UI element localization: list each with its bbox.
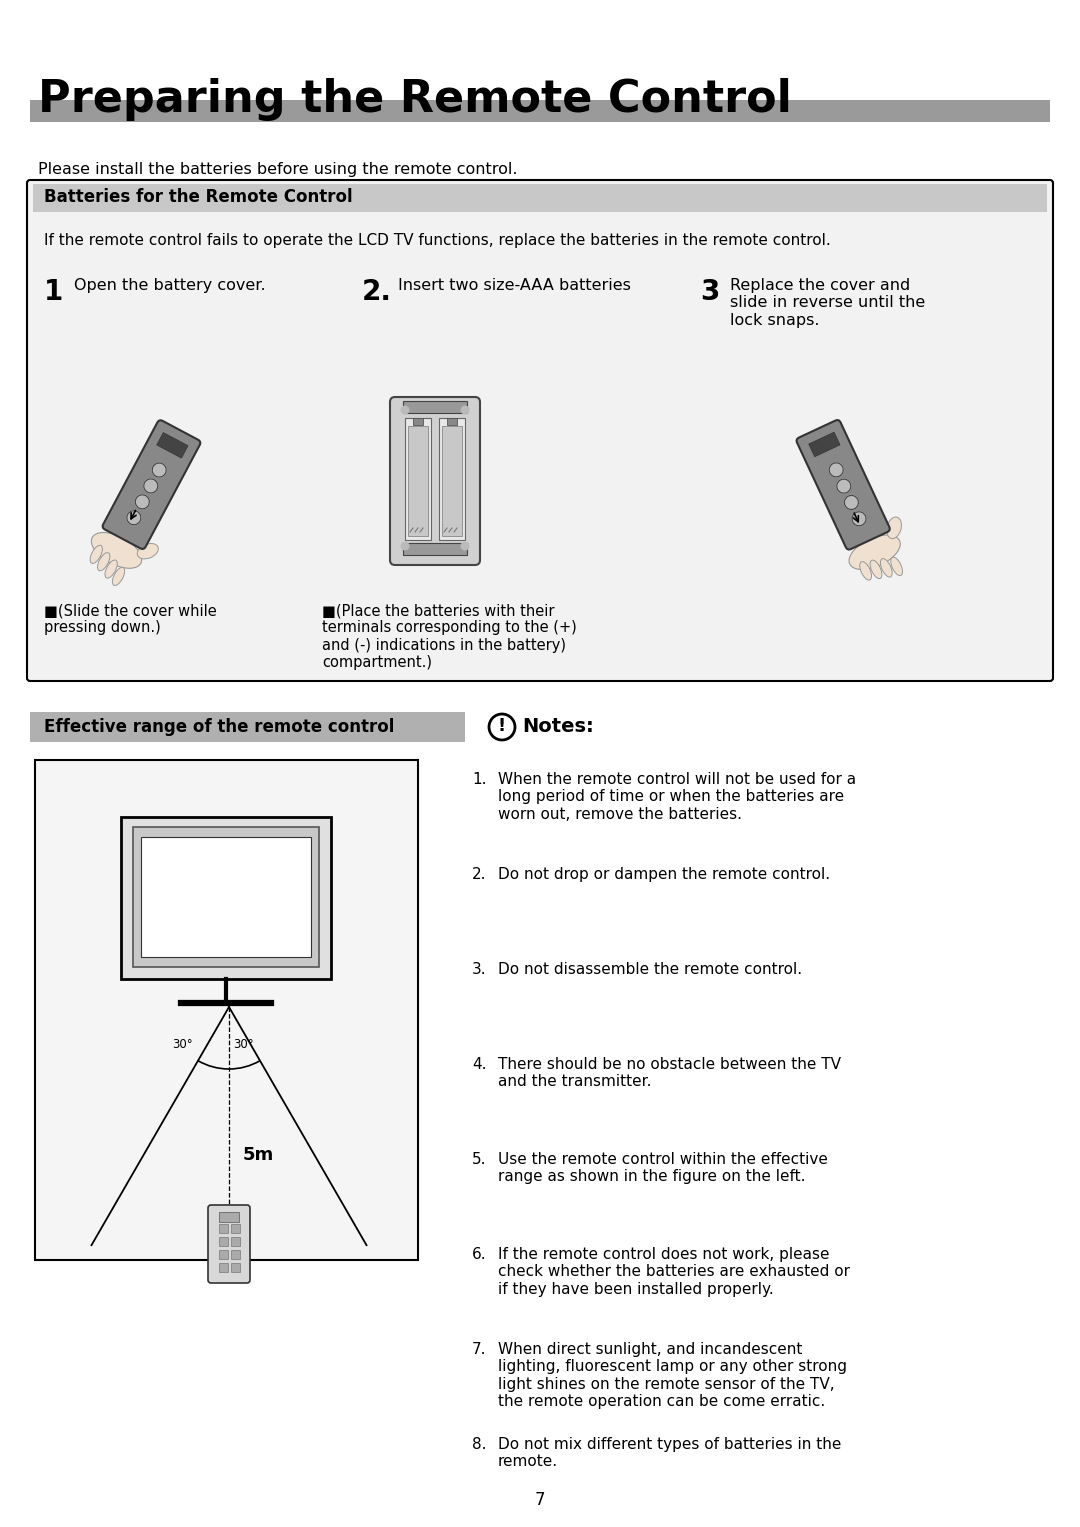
Bar	[403, 544, 467, 554]
Text: Notes:: Notes:	[522, 718, 594, 736]
Text: ■(Slide the cover while
pressing down.): ■(Slide the cover while pressing down.)	[44, 603, 217, 635]
Ellipse shape	[97, 553, 110, 571]
Circle shape	[461, 542, 469, 550]
Text: 8.: 8.	[472, 1437, 486, 1452]
Ellipse shape	[880, 559, 892, 577]
Circle shape	[837, 479, 851, 493]
Ellipse shape	[849, 534, 901, 570]
Circle shape	[135, 495, 149, 508]
Text: When the remote control will not be used for a
long period of time or when the b: When the remote control will not be used…	[498, 773, 856, 822]
Text: Do not disassemble the remote control.: Do not disassemble the remote control.	[498, 962, 802, 977]
Ellipse shape	[105, 560, 118, 579]
Bar	[403, 402, 467, 412]
Circle shape	[845, 495, 859, 510]
Bar	[30, 712, 465, 742]
FancyBboxPatch shape	[103, 420, 200, 550]
Text: 1: 1	[44, 278, 64, 305]
Circle shape	[829, 463, 843, 476]
Ellipse shape	[891, 557, 903, 576]
Circle shape	[852, 512, 866, 525]
Bar	[157, 432, 188, 458]
Text: Preparing the Remote Control: Preparing the Remote Control	[38, 78, 792, 121]
FancyBboxPatch shape	[27, 180, 1053, 681]
Bar	[35, 760, 418, 1260]
Bar	[141, 837, 311, 957]
Bar	[219, 1251, 228, 1258]
Text: Open the battery cover.: Open the battery cover.	[75, 278, 266, 293]
Text: If the remote control does not work, please
check whether the batteries are exha: If the remote control does not work, ple…	[498, 1248, 850, 1296]
Text: 5.: 5.	[472, 1151, 486, 1167]
Bar	[30, 99, 1050, 122]
FancyBboxPatch shape	[390, 397, 480, 565]
Text: 7: 7	[535, 1490, 545, 1509]
Text: 6.: 6.	[472, 1248, 487, 1261]
Bar	[438, 418, 465, 541]
Bar	[219, 1212, 239, 1222]
Text: ■(Place the batteries with their
terminals corresponding to the (+)
and (-) indi: ■(Place the batteries with their termina…	[322, 603, 577, 670]
Text: 3: 3	[700, 278, 719, 305]
Text: 3.: 3.	[472, 962, 487, 977]
Bar	[413, 418, 423, 425]
Text: Do not mix different types of batteries in the
remote.: Do not mix different types of batteries …	[498, 1437, 841, 1469]
Text: If the remote control fails to operate the LCD TV functions, replace the batteri: If the remote control fails to operate t…	[44, 234, 831, 247]
Text: Please install the batteries before using the remote control.: Please install the batteries before usin…	[38, 162, 517, 177]
Text: 4.: 4.	[472, 1057, 486, 1072]
Bar	[231, 1237, 240, 1246]
Text: 2.: 2.	[472, 867, 486, 883]
Text: Use the remote control within the effective
range as shown in the figure on the : Use the remote control within the effect…	[498, 1151, 828, 1185]
Ellipse shape	[887, 518, 902, 539]
FancyBboxPatch shape	[208, 1205, 249, 1283]
Text: Replace the cover and
slide in reverse until the
lock snaps.: Replace the cover and slide in reverse u…	[730, 278, 926, 328]
Circle shape	[461, 406, 469, 414]
Ellipse shape	[90, 545, 103, 563]
Bar	[231, 1263, 240, 1272]
Text: 2.: 2.	[362, 278, 392, 305]
Bar	[219, 1237, 228, 1246]
Text: Do not drop or dampen the remote control.: Do not drop or dampen the remote control…	[498, 867, 831, 883]
Bar	[809, 432, 840, 457]
Bar	[231, 1251, 240, 1258]
Ellipse shape	[137, 544, 159, 559]
Bar	[133, 828, 319, 967]
Ellipse shape	[92, 533, 141, 568]
Text: !: !	[498, 718, 507, 734]
Circle shape	[401, 406, 409, 414]
FancyBboxPatch shape	[797, 420, 890, 550]
Text: Batteries for the Remote Control: Batteries for the Remote Control	[44, 188, 353, 206]
Circle shape	[401, 542, 409, 550]
Text: 30°: 30°	[233, 1038, 254, 1052]
Text: 7.: 7.	[472, 1342, 486, 1358]
Circle shape	[126, 510, 140, 525]
Text: Insert two size-AAA batteries: Insert two size-AAA batteries	[399, 278, 631, 293]
Text: When direct sunlight, and incandescent
lighting, fluorescent lamp or any other s: When direct sunlight, and incandescent l…	[498, 1342, 847, 1409]
Bar	[408, 426, 428, 536]
Ellipse shape	[870, 560, 882, 579]
Circle shape	[152, 463, 166, 476]
Bar	[33, 183, 1047, 212]
Text: There should be no obstacle between the TV
and the transmitter.: There should be no obstacle between the …	[498, 1057, 841, 1089]
Ellipse shape	[112, 568, 124, 585]
Bar	[442, 426, 462, 536]
Bar	[447, 418, 457, 425]
Text: 30°: 30°	[173, 1038, 193, 1052]
Ellipse shape	[860, 562, 872, 580]
Bar	[219, 1263, 228, 1272]
Text: Effective range of the remote control: Effective range of the remote control	[44, 718, 394, 736]
Bar	[231, 1225, 240, 1232]
Text: 1.: 1.	[472, 773, 486, 786]
Bar	[219, 1225, 228, 1232]
Text: 5m: 5m	[243, 1145, 274, 1164]
Circle shape	[144, 479, 158, 493]
Bar	[405, 418, 431, 541]
Bar	[121, 817, 330, 979]
